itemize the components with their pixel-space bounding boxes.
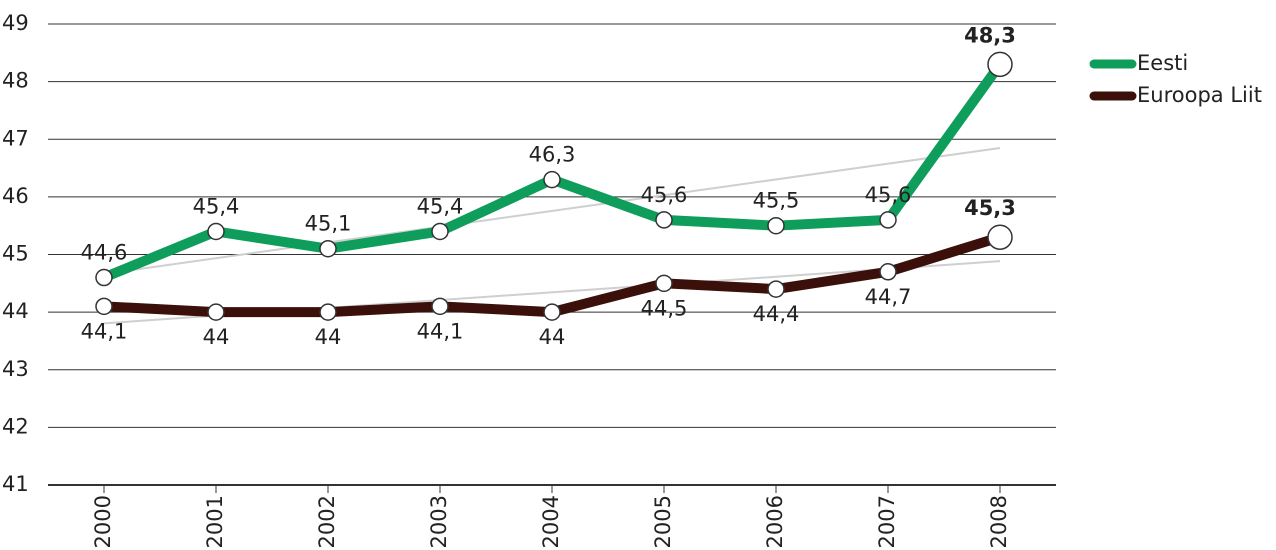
y-tick-label: 48: [2, 69, 29, 93]
data-label: 45,3: [964, 196, 1016, 220]
y-tick-label: 42: [2, 414, 29, 438]
point: [655, 274, 673, 293]
point: [95, 297, 113, 316]
data-label: 45,6: [641, 183, 688, 207]
y-tick-label: 44: [2, 299, 29, 323]
trend-line: [103, 146, 1001, 275]
data-label: 45,4: [193, 194, 240, 218]
point: [431, 222, 449, 241]
y-tick-label: 41: [2, 472, 29, 496]
legend-label: Eesti: [1137, 51, 1188, 75]
data-label: 44,1: [417, 319, 464, 343]
data-label: 44,4: [753, 302, 800, 326]
x-tick-label: 2003: [427, 495, 451, 548]
legend-label: Euroopa Liit: [1137, 83, 1262, 107]
y-tick-label: 45: [2, 242, 29, 266]
point: [207, 303, 225, 321]
point: [767, 280, 785, 298]
point: [767, 216, 785, 235]
point: [987, 224, 1013, 250]
point: [655, 211, 673, 229]
y-tick-label: 47: [2, 126, 29, 150]
x-tick-label: 2005: [651, 495, 675, 548]
x-tick-label: 2008: [987, 495, 1011, 548]
y-tick-label: 49: [2, 11, 29, 35]
point: [879, 211, 897, 229]
data-label: 45,5: [753, 189, 800, 213]
x-tick-label: 2002: [315, 495, 339, 548]
y-tick-label: 43: [2, 357, 29, 381]
data-label: 44: [203, 325, 230, 349]
point: [207, 222, 225, 241]
point: [319, 303, 337, 321]
x-tick-label: 2001: [203, 495, 227, 548]
point: [987, 51, 1013, 78]
data-label: 46,3: [529, 143, 576, 167]
data-label: 45,4: [417, 194, 464, 218]
x-tick-label: 2007: [875, 495, 899, 548]
data-label: 44,5: [641, 296, 688, 320]
point: [319, 239, 337, 258]
data-label: 44: [315, 325, 342, 349]
data-label: 48,3: [964, 23, 1016, 47]
data-label: 44,6: [81, 241, 128, 265]
data-label: 44: [539, 325, 566, 349]
point: [431, 297, 449, 316]
data-label: 44,1: [81, 319, 128, 343]
data-label: 45,6: [865, 183, 912, 207]
point: [95, 268, 113, 287]
x-tick-label: 2006: [763, 495, 787, 548]
data-label: 44,7: [865, 285, 912, 309]
point: [543, 170, 561, 189]
x-tick-label: 2000: [91, 495, 115, 548]
point: [879, 263, 897, 281]
point: [543, 303, 561, 321]
data-label: 45,1: [305, 212, 352, 236]
y-tick-label: 46: [2, 184, 29, 208]
x-tick-label: 2004: [539, 495, 563, 548]
